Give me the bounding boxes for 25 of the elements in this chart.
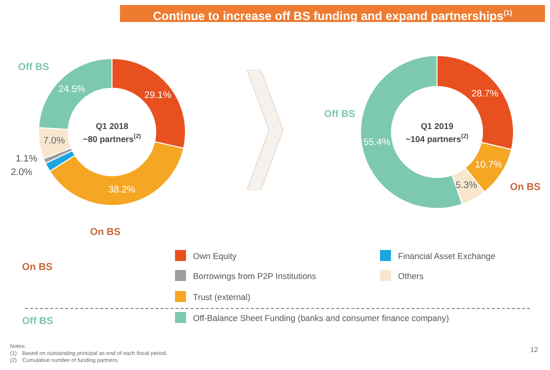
- legend-label: Borrowings from P2P Institutions: [193, 270, 316, 280]
- legend-label: Financial Asset Exchange: [398, 250, 496, 260]
- data-label: 7.0%: [43, 136, 66, 147]
- data-label: 1.1%: [16, 154, 38, 165]
- text: Off BS: [324, 109, 356, 120]
- data-label: 28.7%: [471, 88, 499, 100]
- text: Off BS: [18, 62, 50, 73]
- legend-label: Own Equity: [193, 250, 236, 260]
- data-label: 5.3%: [456, 180, 478, 192]
- text: On BS: [510, 182, 541, 193]
- data-label: 38.2%: [108, 184, 136, 196]
- data-label: 24.5%: [58, 84, 86, 95]
- text: On BS: [22, 262, 53, 273]
- text: Q1 2018 ~80 partners$^{(2)}$: [82, 121, 142, 145]
- data-label: 55.4%: [363, 136, 391, 148]
- data-label: 29.1%: [144, 90, 172, 102]
- data-label: 2.0%: [10, 166, 33, 178]
- text: Q1 2019 ~104 partners$^{(2)}$: [404, 121, 470, 145]
- text: Off BS: [22, 316, 54, 327]
- legend-label: Trust (external): [193, 292, 250, 302]
- text: On BS: [90, 227, 121, 238]
- data-label: 10.7%: [475, 159, 502, 170]
- chart-title: Continue to increase off BS funding and expand partnerships$^{(1)}$: [120, 5, 545, 23]
- legend-label: Off-Balance Sheet Funding (banks and consumer finance company): [193, 312, 449, 322]
- legend-label: Others: [398, 270, 424, 280]
